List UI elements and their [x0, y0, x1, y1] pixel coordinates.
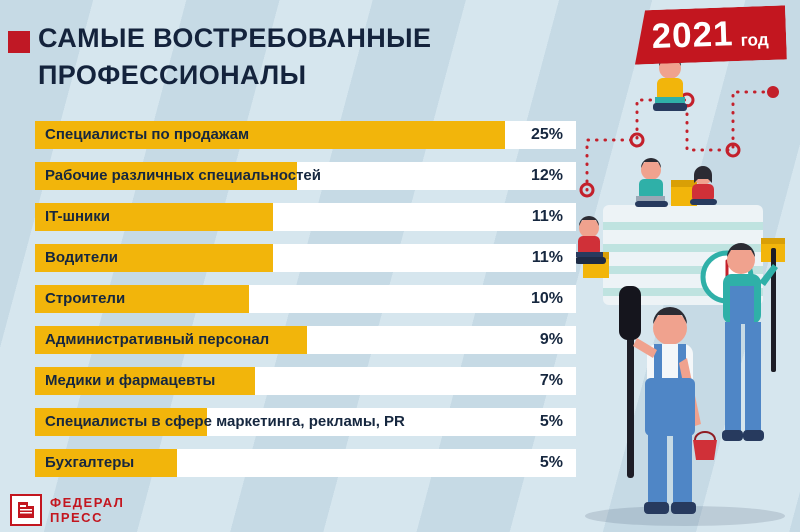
bar-label: IT-шники: [45, 208, 111, 225]
bar-row: Строители 10%: [35, 285, 576, 313]
bar-row: Специалисты по продажам 25%: [35, 121, 576, 149]
bar-fill: [35, 162, 297, 190]
header: САМЫЕ ВОСТРЕБОВАННЫЕ ПРОФЕССИОНАЛЫ: [38, 20, 431, 94]
bar-label: Специалисты по продажам: [45, 126, 250, 143]
bar-fill: [35, 203, 273, 231]
bar-row: Административный персонал 9%: [35, 326, 576, 354]
bar-label: Бухгалтеры: [45, 454, 135, 471]
year-badge-year: 2021: [650, 14, 735, 57]
bar-value: 5%: [539, 413, 563, 430]
year-badge: 2021 год: [633, 5, 787, 64]
bar-row: Специалисты в сфере маркетинга, рекламы,…: [35, 408, 576, 436]
bar-value: 7%: [539, 372, 563, 389]
seated-worker-left: [575, 216, 606, 264]
ground-shadow: [585, 506, 785, 526]
bar-value: 11%: [531, 249, 563, 266]
workers-illustration: [575, 55, 785, 526]
bar-fill: [35, 367, 255, 395]
bar-chart: Специалисты по продажам 25% Рабочие различ…: [35, 121, 576, 490]
logo-line1: ФЕДЕРАЛ: [50, 495, 125, 510]
bar-fill: [35, 121, 505, 149]
seated-worker-red: [690, 166, 717, 205]
seated-worker-teal: [635, 158, 668, 207]
bar-value: 11%: [531, 208, 563, 225]
logo-text: ФЕДЕРАЛ ПРЕСС: [50, 495, 124, 525]
painter-figure: [619, 286, 717, 514]
year-badge-suffix: год: [740, 29, 769, 50]
bar-label: Медики и фармацевты: [45, 372, 216, 389]
bar-label: Специалисты в сфере маркетинга, рекламы,…: [45, 413, 405, 430]
bar-label: Водители: [45, 249, 118, 266]
bar-value: 10%: [530, 290, 563, 307]
bar-label: Административный персонал: [45, 331, 270, 348]
newspaper-icon: [10, 494, 42, 526]
bar-value: 25%: [530, 126, 563, 143]
bar-row: Рабочие различных специальностей 12%: [35, 162, 576, 190]
bar-fill: [35, 326, 307, 354]
page-title-line1: САМЫЕ ВОСТРЕБОВАННЫЕ: [38, 23, 432, 53]
bar-fill: [35, 408, 207, 436]
title-accent-square: [8, 31, 30, 53]
paint-bucket-icon: [693, 431, 717, 460]
bar-fill: [35, 244, 273, 272]
bar-fill: [35, 285, 249, 313]
bar-row: Медики и фармацевты 7%: [35, 367, 576, 395]
page-title: САМЫЕ ВОСТРЕБОВАННЫЕ ПРОФЕССИОНАЛЫ: [38, 20, 431, 94]
bar-fill: [35, 449, 177, 477]
federalpress-logo: ФЕДЕРАЛ ПРЕСС: [10, 494, 124, 526]
bar-row: Водители 11%: [35, 244, 576, 272]
logo-line2: ПРЕСС: [50, 510, 103, 525]
bar-value: 5%: [539, 454, 563, 471]
bar-value: 12%: [530, 167, 563, 184]
bar-row: IT-шники 11%: [35, 203, 576, 231]
bar-label: Строители: [45, 290, 126, 307]
bar-row: Бухгалтеры 5%: [35, 449, 576, 477]
overalls-worker-figure: [722, 243, 778, 441]
page-title-line2: ПРОФЕССИОНАЛЫ: [38, 60, 307, 90]
bar-label: Рабочие различных специальностей: [45, 167, 321, 184]
bar-value: 9%: [539, 331, 563, 348]
